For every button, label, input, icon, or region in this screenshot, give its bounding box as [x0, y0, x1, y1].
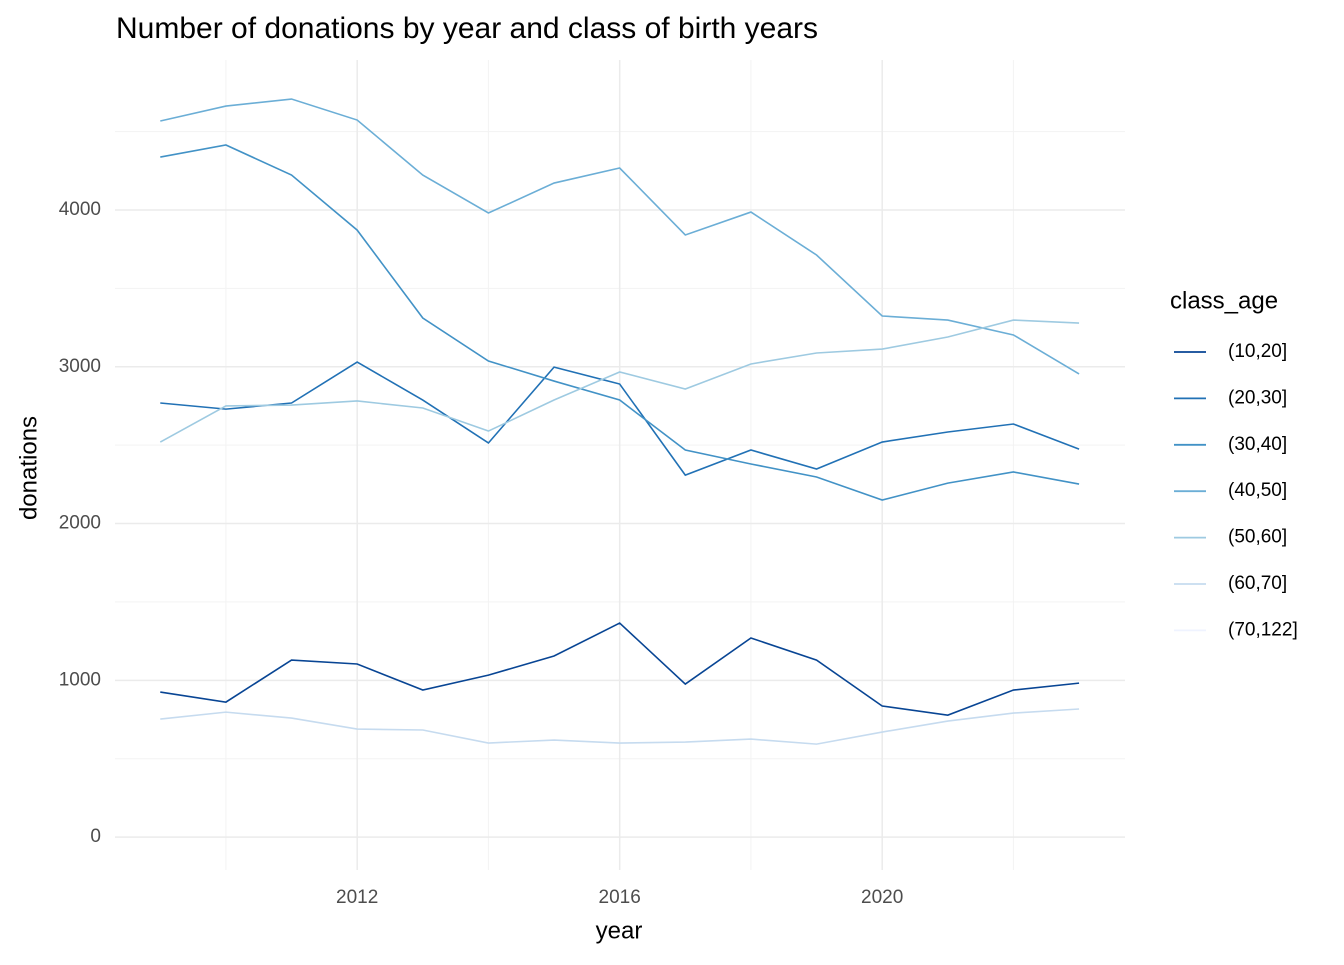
y-tick-label: 4000	[59, 199, 101, 220]
series-line	[160, 622, 1080, 716]
legend-label: (30,40]	[1228, 434, 1287, 455]
y-tick-label: 3000	[59, 356, 101, 377]
x-axis-label: year	[596, 917, 643, 944]
legend-label: (10,20]	[1228, 341, 1287, 362]
chart-title: Number of donations by year and class of…	[116, 12, 818, 45]
legend-title: class_age	[1170, 287, 1278, 314]
legend-label: (70,122]	[1228, 619, 1298, 640]
legend-label: (60,70]	[1228, 573, 1287, 594]
legend-label: (40,50]	[1228, 480, 1287, 501]
legend-label: (50,60]	[1228, 527, 1287, 548]
legend-label: (20,30]	[1228, 387, 1287, 408]
y-axis-label: donations	[15, 416, 42, 520]
y-tick-label: 2000	[59, 513, 101, 534]
x-tick-label: 2016	[599, 887, 641, 908]
series-line	[160, 144, 1080, 501]
series-line	[159, 319, 1080, 443]
y-tick-label: 1000	[59, 669, 101, 690]
series-line	[160, 361, 1080, 477]
x-tick-label: 2020	[861, 887, 903, 908]
series-line	[160, 708, 1080, 745]
series-line	[160, 98, 1080, 375]
x-tick-label: 2012	[336, 887, 378, 908]
grid	[115, 60, 1125, 870]
y-tick-label: 0	[90, 826, 101, 847]
